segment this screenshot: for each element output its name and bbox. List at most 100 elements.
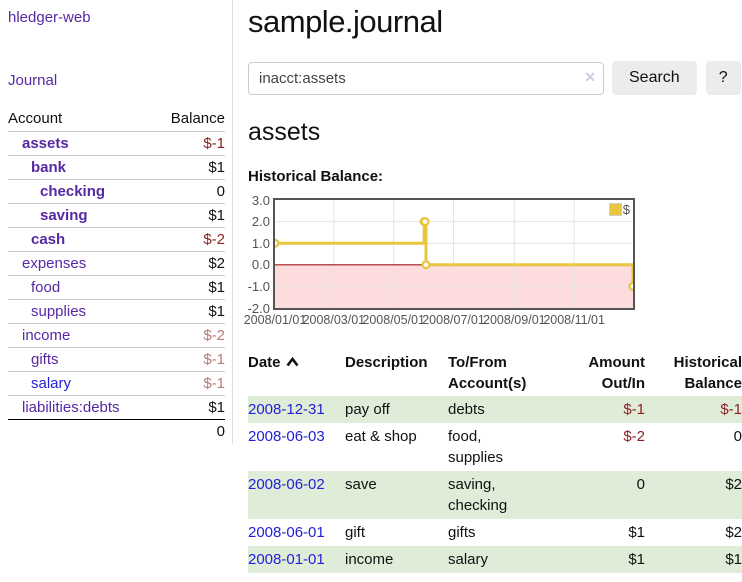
transaction-date-link[interactable]: 2008-06-03 [248, 428, 325, 445]
accounts-col-balance: Balance [170, 110, 225, 127]
help-button[interactable]: ? [705, 61, 741, 95]
transaction-description: pay off [345, 401, 390, 418]
transaction-balance: $1 [725, 551, 742, 568]
transaction-description: save [345, 476, 377, 493]
account-balance: $1 [208, 303, 225, 320]
balance-chart: $ 3.0 2.0 1.0 0.0 -1.0 -2.0 2008/01/01 2008/03/… [244, 192, 742, 334]
app-brand-link[interactable]: hledger-web [8, 9, 91, 26]
account-balance: $2 [208, 255, 225, 272]
transaction-amount: $-1 [623, 401, 645, 418]
account-link[interactable]: income [22, 327, 71, 344]
transaction-date[interactable]: 2008-12-31 [248, 396, 345, 423]
transaction-balance: 0 [733, 428, 742, 445]
account-link[interactable]: expenses [22, 255, 87, 272]
transaction-row: 2008-06-03 eat & shop food, supplies $-2 0 [248, 423, 742, 471]
account-row: cash $-2 [8, 227, 225, 252]
x-axis-tick-label: 2008/03/01 [302, 313, 366, 327]
transaction-row: 2008-12-31 pay off debts $-1 $-1 [248, 396, 742, 423]
transaction-balance: $2 [725, 476, 742, 493]
transaction-date[interactable]: 2008-01-01 [248, 546, 345, 573]
transaction-date-link[interactable]: 2008-06-02 [248, 476, 325, 493]
transaction-date-link[interactable]: 2008-06-01 [248, 524, 325, 541]
register-col-description: Description [345, 354, 428, 371]
transaction-accounts: gifts [448, 524, 476, 541]
account-link[interactable]: salary [31, 375, 72, 392]
accounts-total-row: 0 [8, 419, 225, 444]
x-axis-tick-label: 2008/09/01 [483, 313, 546, 327]
account-balance: $-2 [203, 327, 225, 344]
accounts-total-value: 0 [216, 423, 225, 440]
transaction-row: 2008-06-02 save saving, checking 0 $2 [248, 471, 742, 519]
sort-ascending-icon[interactable] [285, 352, 299, 373]
y-axis-tick-label: 0.0 [251, 257, 270, 273]
account-balance: $-1 [203, 135, 225, 152]
register-col-amount: Amount Out/In [588, 354, 645, 392]
transaction-date-link[interactable]: 2008-12-31 [248, 401, 325, 418]
legend-label: $ [622, 202, 630, 217]
account-row: checking 0 [8, 179, 225, 204]
account-row: liabilities:debts $1 [8, 395, 225, 420]
account-link[interactable]: bank [31, 159, 67, 176]
y-axis-tick-label: -1.0 [247, 278, 270, 294]
transaction-balance: $2 [725, 524, 742, 541]
y-axis-tick-label: 1.0 [251, 235, 270, 251]
transaction-amount: 0 [636, 476, 645, 493]
date-header-label[interactable]: Date [248, 354, 281, 371]
y-axis-tick-label: -2.0 [247, 300, 270, 316]
chart-canvas [275, 200, 633, 308]
app-brand[interactable]: hledger-web [8, 9, 232, 26]
account-link[interactable]: cash [31, 231, 66, 248]
account-row: bank $1 [8, 155, 225, 180]
account-balance: 0 [216, 183, 225, 200]
sidebar-item-journal[interactable]: Journal [8, 72, 232, 89]
legend-swatch-icon [608, 203, 622, 216]
transaction-accounts: debts [448, 401, 485, 418]
account-row: income $-2 [8, 323, 225, 348]
account-balance: $-1 [203, 351, 225, 368]
page-title: sample.journal [248, 4, 443, 39]
register-header-row: Date Description To/From Account(s) Amou… [248, 350, 742, 396]
account-balance: $1 [208, 207, 225, 224]
clear-search-icon[interactable]: ✕ [584, 68, 596, 85]
account-balance: $1 [208, 399, 225, 416]
account-row: assets $-1 [8, 131, 225, 156]
account-balance: $-1 [203, 375, 225, 392]
transaction-description: income [345, 551, 394, 568]
transaction-description: gift [345, 524, 366, 541]
account-balance: $1 [208, 159, 225, 176]
transaction-description: eat & shop [345, 428, 417, 445]
y-axis-tick-label: 2.0 [251, 214, 270, 230]
account-link[interactable]: food [31, 279, 61, 296]
x-axis-tick-label: 2008/07/01 [422, 313, 485, 327]
x-axis-tick-label: 2008/05/01 [362, 313, 425, 327]
account-link[interactable]: assets [22, 135, 69, 152]
account-link[interactable]: checking [40, 183, 106, 200]
transaction-date-link[interactable]: 2008-01-01 [248, 551, 325, 568]
search-input[interactable] [248, 61, 604, 95]
journal-link-label[interactable]: Journal [8, 72, 58, 89]
transaction-accounts: salary [448, 551, 489, 568]
account-balance: $1 [208, 279, 225, 296]
account-row: gifts $-1 [8, 347, 225, 372]
chart-title: Historical Balance: [248, 168, 384, 185]
transaction-date[interactable]: 2008-06-02 [248, 471, 345, 519]
account-link[interactable]: saving [40, 207, 88, 224]
x-axis-tick-label: 2008/01/01 [243, 313, 307, 327]
chart-plot-area: $ [273, 198, 635, 310]
account-link[interactable]: supplies [31, 303, 87, 320]
account-link[interactable]: liabilities:debts [22, 399, 120, 416]
register-col-accounts: To/From Account(s) [448, 354, 527, 392]
transaction-date[interactable]: 2008-06-01 [248, 519, 345, 546]
y-axis-tick-label: 3.0 [251, 192, 270, 208]
sidebar: hledger-web Journal Account Balance asse… [0, 0, 233, 444]
register-col-date[interactable]: Date [248, 350, 345, 396]
search-button[interactable]: Search [612, 61, 697, 95]
account-row: saving $1 [8, 203, 225, 228]
search-bar: ✕ Search ? [248, 61, 742, 95]
accounts-table: Account Balance assets $-1 bank $1 checking 0… [8, 106, 225, 443]
transaction-date[interactable]: 2008-06-03 [248, 423, 345, 471]
account-link[interactable]: gifts [31, 351, 59, 368]
transaction-row: 2008-01-01 income salary $1 $1 [248, 546, 742, 573]
register-table: Date Description To/From Account(s) Amou… [248, 350, 742, 573]
account-heading: assets [248, 118, 321, 146]
